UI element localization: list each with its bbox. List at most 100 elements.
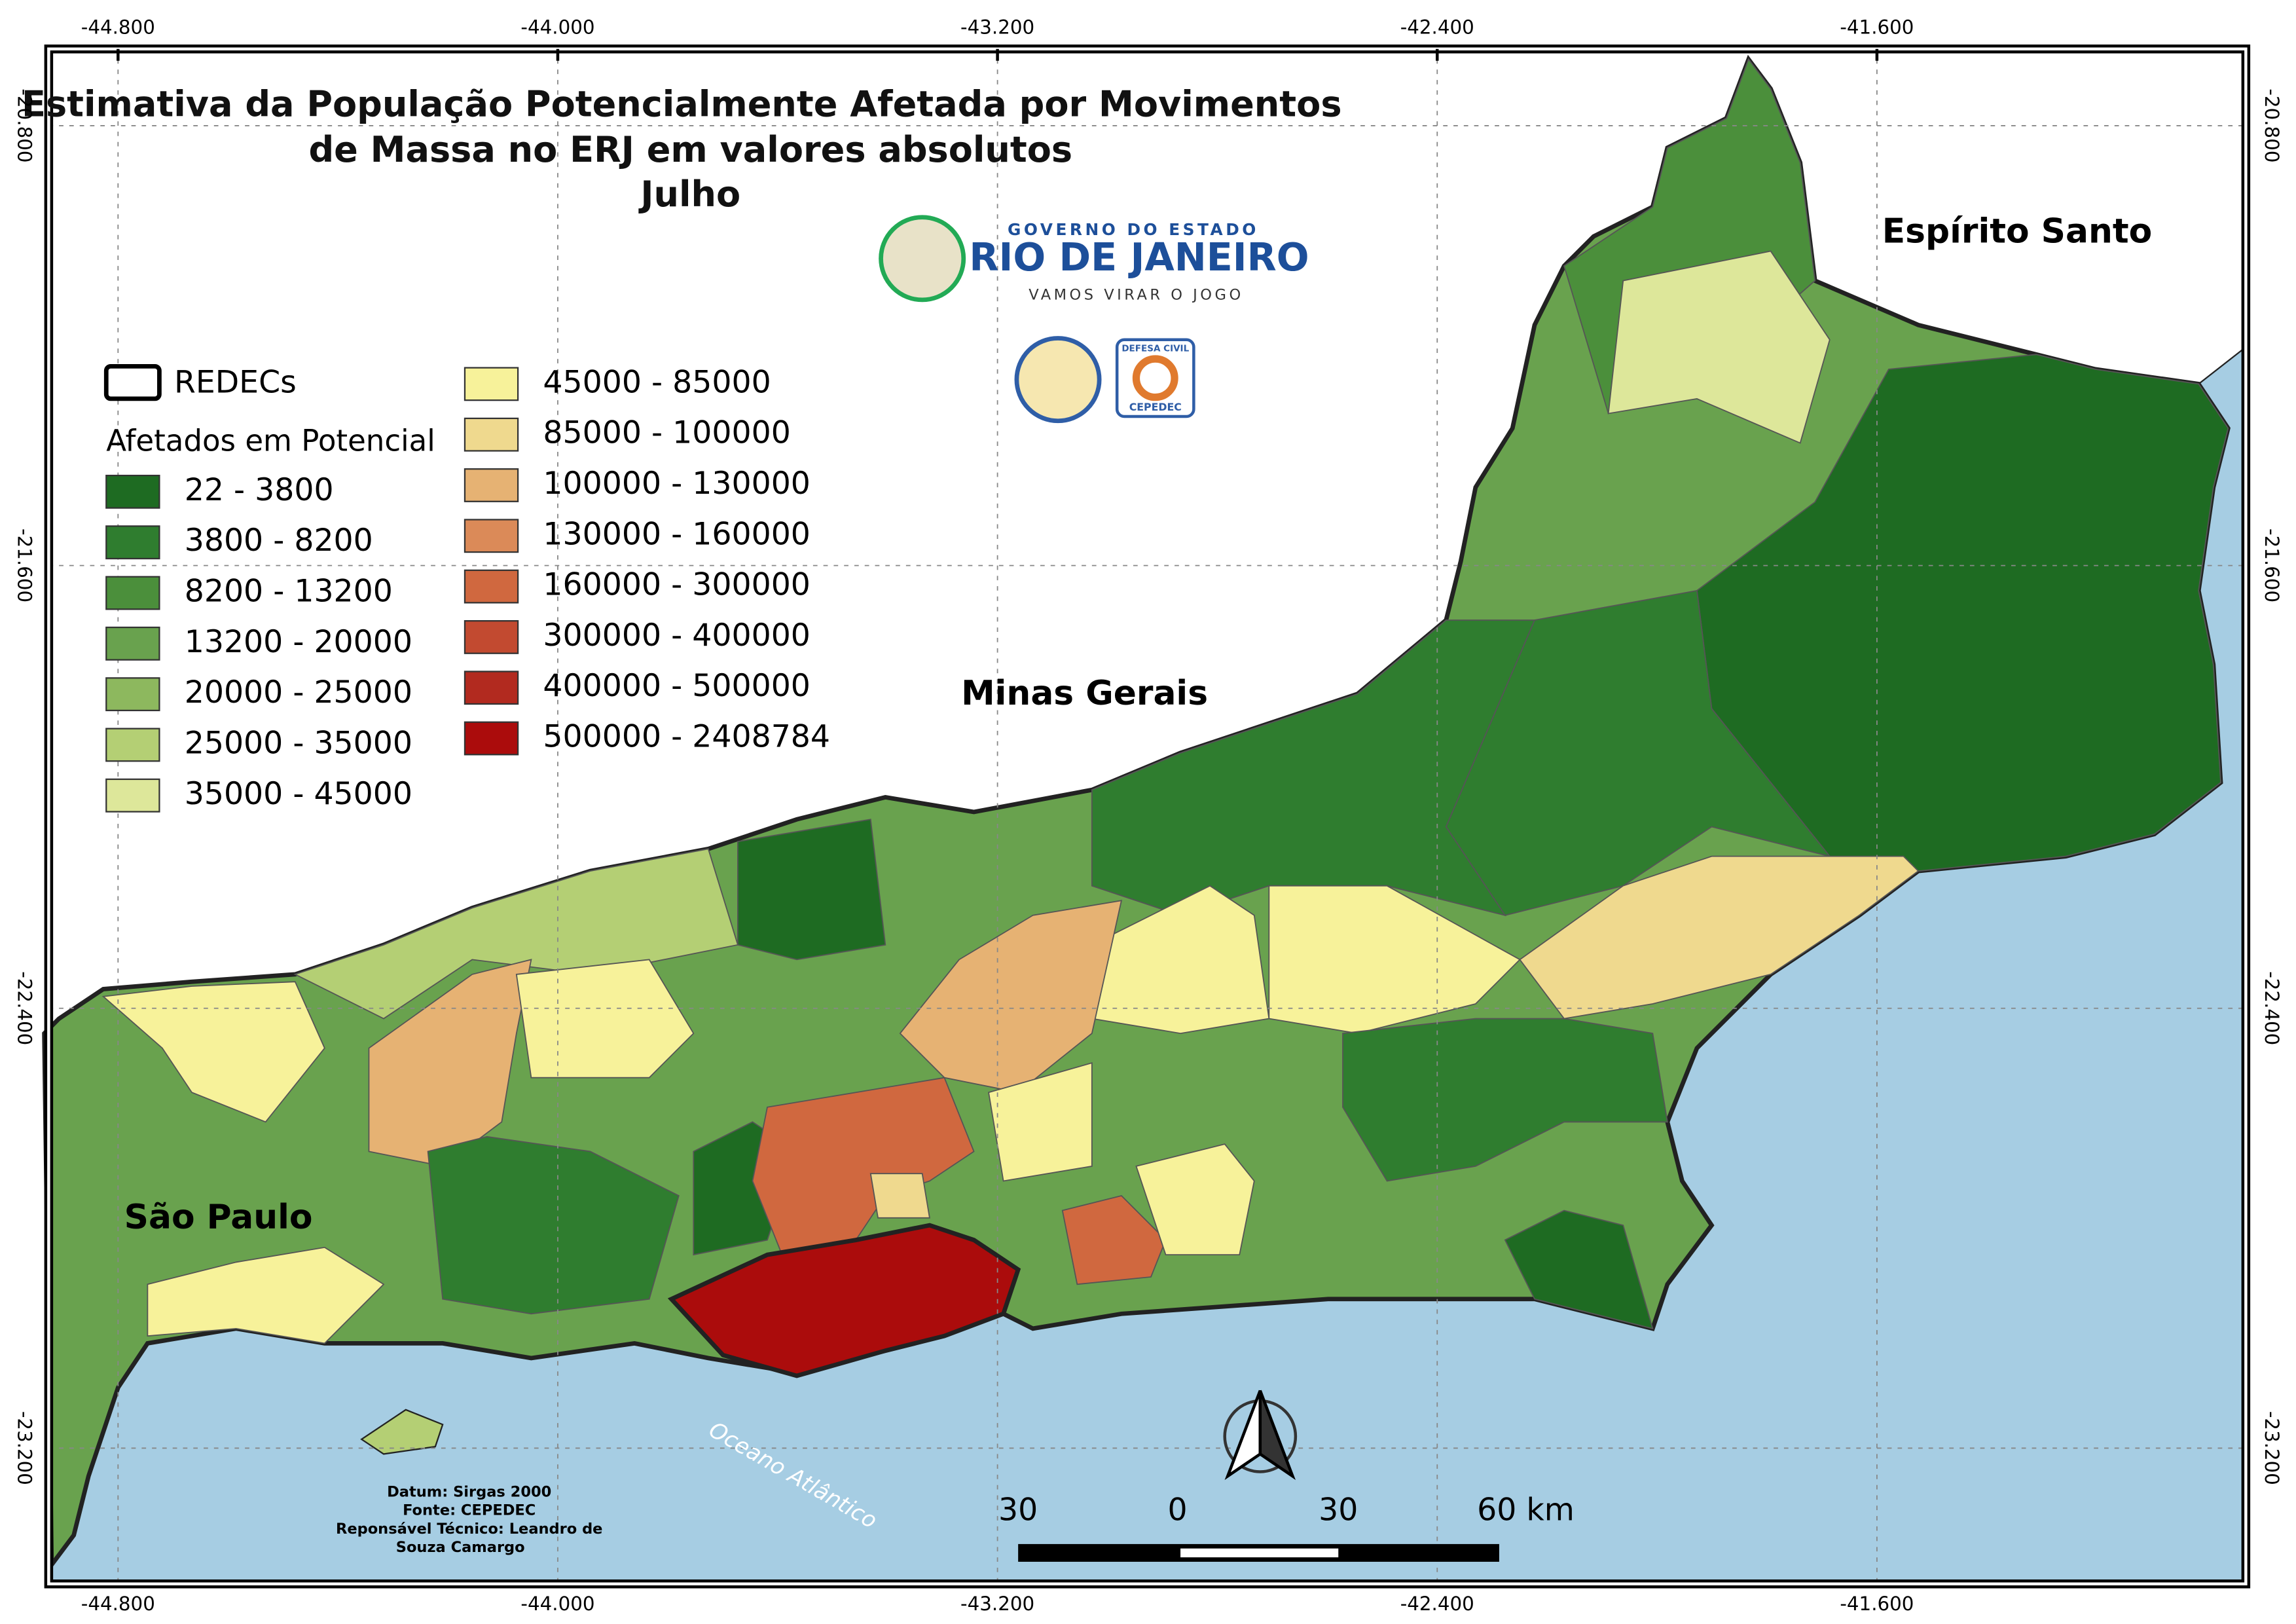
region bbox=[293, 848, 739, 1020]
lon-label: -42.400 bbox=[1400, 16, 1474, 39]
legend-swatch bbox=[105, 525, 160, 560]
lon-label: -43.200 bbox=[960, 16, 1034, 39]
legend-label: 400000 - 500000 bbox=[543, 668, 811, 704]
scale-bar-segment bbox=[1180, 1548, 1339, 1558]
region bbox=[899, 900, 1123, 1094]
cepedec-logo bbox=[1115, 338, 1195, 418]
scale-label: 0 bbox=[1168, 1492, 1188, 1528]
logo-text: DEFESA CIVIL bbox=[1121, 343, 1189, 354]
legend-swatch bbox=[464, 468, 519, 502]
lat-label: -23.200 bbox=[14, 1411, 36, 1485]
tick-mark bbox=[117, 48, 120, 61]
logo-text: GOVERNO DO ESTADO bbox=[1008, 220, 1259, 239]
region bbox=[737, 819, 886, 961]
legend-label: 100000 - 130000 bbox=[543, 466, 811, 502]
legend-label: 500000 - 2408784 bbox=[543, 719, 830, 755]
lat-label: -21.600 bbox=[14, 528, 36, 602]
region bbox=[515, 959, 695, 1079]
region bbox=[1607, 250, 1831, 444]
region bbox=[988, 1061, 1093, 1182]
lat-label: -21.600 bbox=[2261, 528, 2283, 602]
legend-label: REDECs bbox=[174, 364, 297, 400]
legend-swatch bbox=[464, 367, 519, 401]
legend-swatch bbox=[105, 474, 160, 509]
legend-label: 85000 - 100000 bbox=[543, 415, 790, 451]
region bbox=[1504, 1209, 1654, 1330]
lat-label: -23.200 bbox=[2261, 1411, 2283, 1485]
state-map bbox=[42, 54, 2231, 1572]
lon-label: -42.400 bbox=[1400, 1593, 1474, 1615]
title: Julho bbox=[638, 174, 740, 215]
legend-label: 8200 - 13200 bbox=[185, 574, 393, 610]
legend-swatch bbox=[105, 728, 160, 762]
lon-label: -43.200 bbox=[960, 1593, 1034, 1615]
region bbox=[1135, 1143, 1255, 1256]
place-label: Minas Gerais bbox=[961, 674, 1208, 713]
scale-label: 30 bbox=[998, 1492, 1038, 1528]
tick-mark bbox=[1436, 48, 1439, 61]
tick-mark bbox=[556, 48, 560, 61]
legend-swatch bbox=[464, 619, 519, 654]
lon-label: -41.600 bbox=[1840, 1593, 1914, 1615]
title: Estimativa da População Potencialmente A… bbox=[22, 83, 1341, 124]
scale-bar bbox=[1018, 1543, 1499, 1562]
logo-text: VAMOS VIRAR O JOGO bbox=[1029, 287, 1243, 304]
legend-swatch bbox=[464, 721, 519, 756]
credit: Reponsável Técnico: Leandro de bbox=[336, 1521, 602, 1538]
legend-label: 35000 - 45000 bbox=[185, 776, 412, 812]
cepedec-symbol bbox=[1132, 355, 1178, 401]
lon-label: -44.000 bbox=[520, 16, 594, 39]
north-arrow-right bbox=[1258, 1390, 1296, 1481]
lat-label: -20.800 bbox=[14, 88, 36, 162]
lat-label: -22.400 bbox=[2261, 971, 2283, 1045]
legend-swatch bbox=[464, 671, 519, 705]
lon-label: -44.800 bbox=[81, 1593, 155, 1615]
frame-inner bbox=[47, 47, 2248, 1586]
legend-swatch bbox=[464, 569, 519, 604]
legend-label: 300000 - 400000 bbox=[543, 618, 811, 654]
legend-swatch bbox=[464, 519, 519, 553]
logo-text: CEPEDEC bbox=[1129, 401, 1182, 413]
legend-swatch bbox=[105, 677, 160, 712]
legend-label: 25000 - 35000 bbox=[185, 725, 412, 761]
region bbox=[368, 959, 532, 1167]
legend-swatch bbox=[105, 778, 160, 813]
lon-label: -44.800 bbox=[81, 16, 155, 39]
lon-label: -41.600 bbox=[1840, 16, 1914, 39]
north-arrow bbox=[1223, 1390, 1298, 1481]
scale-label: 30 bbox=[1319, 1492, 1358, 1528]
legend-label: 13200 - 20000 bbox=[185, 624, 412, 660]
legend-label: 20000 - 25000 bbox=[185, 674, 412, 710]
credit: Datum: Sirgas 2000 bbox=[387, 1484, 551, 1501]
region bbox=[1061, 1195, 1167, 1285]
region-rio bbox=[667, 1223, 1021, 1378]
gov-logo: GOVERNO DO ESTADO RIO DE JANEIRO VAMOS V… bbox=[879, 215, 1309, 424]
scale-label: 60 km bbox=[1477, 1492, 1575, 1528]
tick-mark bbox=[996, 48, 999, 61]
region bbox=[1342, 1018, 1668, 1182]
legend-swatch bbox=[105, 576, 160, 610]
place-label: São Paulo bbox=[124, 1198, 313, 1237]
region bbox=[147, 1246, 385, 1344]
legend-swatch bbox=[105, 626, 160, 661]
legend-swatch bbox=[464, 417, 519, 452]
island bbox=[360, 1409, 444, 1455]
legend-heading: Afetados em Potencial bbox=[106, 424, 435, 458]
graticule bbox=[48, 48, 2246, 1584]
place-label: Espírito Santo bbox=[1882, 212, 2152, 251]
region bbox=[869, 1173, 930, 1219]
emblem bbox=[879, 215, 966, 303]
ictdec-logo bbox=[1014, 336, 1102, 424]
credit: Fonte: CEPEDEC bbox=[403, 1502, 536, 1519]
legend-label: 45000 - 85000 bbox=[543, 364, 771, 400]
tick-mark bbox=[1875, 48, 1879, 61]
lon-label: -44.000 bbox=[520, 1593, 594, 1615]
legend-label: 130000 - 160000 bbox=[543, 516, 811, 552]
lat-label: -20.800 bbox=[2261, 88, 2283, 162]
logo-text: RIO DE JANEIRO bbox=[969, 235, 1309, 280]
legend-boundary-swatch bbox=[103, 363, 162, 401]
legend-label: 22 - 3800 bbox=[185, 472, 334, 508]
region bbox=[427, 1135, 680, 1315]
title: de Massa no ERJ em valores absolutos bbox=[308, 129, 1072, 170]
